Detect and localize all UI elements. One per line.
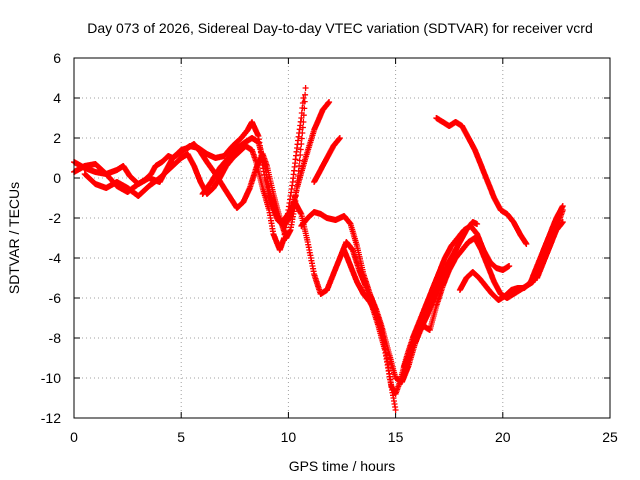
series-arc-8 bbox=[341, 223, 513, 397]
data-markers bbox=[71, 85, 566, 413]
x-axis-label: GPS time / hours bbox=[289, 458, 396, 474]
marker-trace bbox=[341, 223, 513, 397]
chart-title: Day 073 of 2026, Sidereal Day-to-day VTE… bbox=[87, 20, 593, 36]
series-arc-3 bbox=[81, 95, 307, 253]
marker-trace bbox=[401, 207, 566, 369]
axis-ticks: 0 5 10 15 20 25 -12 -10 -8 -6 -4 -2 0 2 4 6 bbox=[41, 50, 618, 445]
series-arc-12 bbox=[534, 219, 566, 281]
series-arc-5 bbox=[287, 99, 333, 221]
x-tick-label: 0 bbox=[70, 429, 78, 445]
y-tick-label: -6 bbox=[49, 290, 62, 306]
grid-lines bbox=[74, 58, 610, 418]
marker-trace bbox=[81, 95, 307, 253]
x-tick-label: 25 bbox=[602, 429, 618, 445]
y-tick-label: 2 bbox=[53, 130, 61, 146]
marker-trace bbox=[287, 99, 333, 221]
y-tick-label: -2 bbox=[49, 210, 62, 226]
series-arc-11 bbox=[433, 115, 530, 247]
marker-trace bbox=[433, 115, 530, 247]
marker-trace bbox=[311, 135, 343, 185]
marker-trace bbox=[456, 203, 566, 303]
series-arc-6 bbox=[311, 135, 343, 185]
y-tick-label: 4 bbox=[53, 90, 61, 106]
y-tick-label: -8 bbox=[49, 330, 62, 346]
plot-frame bbox=[73, 57, 611, 419]
marker-trace bbox=[534, 219, 566, 281]
y-tick-label: -12 bbox=[41, 410, 61, 426]
series-arc-9 bbox=[401, 207, 566, 369]
y-tick-label: -4 bbox=[49, 250, 62, 266]
x-tick-label: 20 bbox=[495, 429, 511, 445]
y-axis-label: SDTVAR / TECUs bbox=[6, 182, 22, 294]
x-tick-label: 10 bbox=[281, 429, 297, 445]
y-tick-label: -10 bbox=[41, 370, 61, 386]
series-arc-10 bbox=[456, 203, 566, 303]
y-tick-label: 6 bbox=[53, 50, 61, 66]
x-tick-label: 5 bbox=[177, 429, 185, 445]
x-tick-label: 15 bbox=[388, 429, 404, 445]
y-tick-label: 0 bbox=[53, 170, 61, 186]
